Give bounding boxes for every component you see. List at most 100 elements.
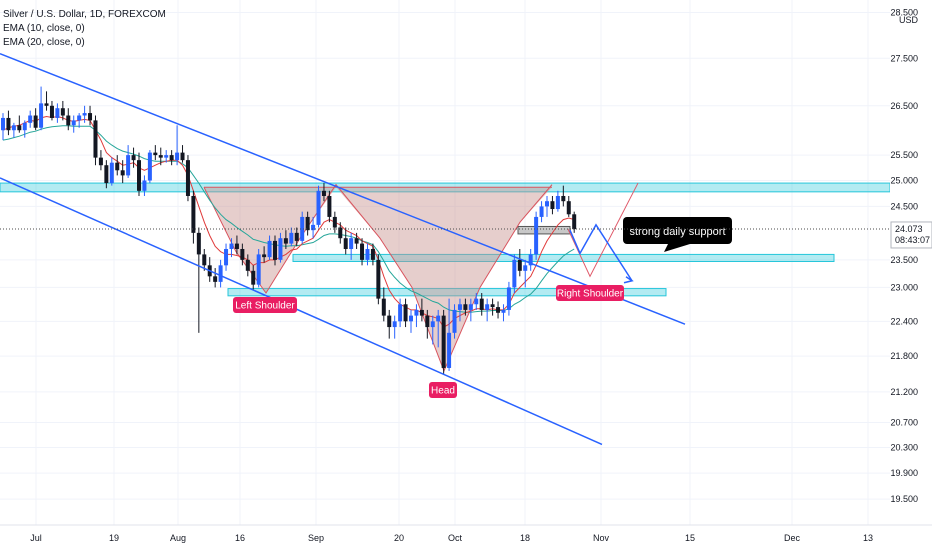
- candle: [82, 105, 87, 123]
- candle-body: [169, 155, 174, 161]
- channel-lower: [0, 177, 603, 446]
- candle: [245, 254, 250, 277]
- right-shoulder-label-text: Right Shoulder: [557, 289, 624, 300]
- right-shoulder-label: Right Shoulder: [556, 285, 624, 301]
- candle-body: [147, 152, 152, 181]
- candle: [528, 248, 533, 271]
- candle-body: [267, 240, 272, 258]
- candle: [66, 108, 71, 131]
- candle-body: [321, 190, 326, 196]
- red-projection: [567, 182, 639, 278]
- candle: [218, 259, 223, 288]
- candle: [283, 230, 288, 249]
- candle: [376, 254, 381, 305]
- candle: [452, 304, 457, 339]
- price-tick-label: 23.500: [890, 255, 918, 265]
- candle: [28, 110, 33, 128]
- time-axis: Jul 19 Aug 16 Sep 20 Oct 18 Nov 15 Dec 13: [0, 524, 932, 550]
- candle-body: [457, 304, 462, 310]
- candle-body: [294, 232, 299, 241]
- candle: [332, 211, 337, 233]
- support-zone: [292, 253, 835, 262]
- candle: [305, 211, 310, 236]
- ema10-line: [2, 115, 575, 328]
- candle: [33, 108, 38, 131]
- candle: [224, 243, 229, 271]
- candle: [545, 195, 549, 217]
- candle-body: [338, 227, 343, 239]
- candle-body: [387, 315, 392, 328]
- candle-body: [474, 298, 479, 305]
- time-tick-label: Nov: [593, 533, 610, 543]
- indicator-ema20-label: EMA (20, close, 0): [3, 37, 85, 48]
- candle: [479, 293, 484, 316]
- pattern-outline: [203, 183, 553, 373]
- breakout-box: [517, 225, 571, 235]
- time-tick-label: Aug: [170, 533, 186, 543]
- candle: [311, 216, 316, 239]
- right-shoulder-label-bg: [556, 285, 624, 301]
- candle: [354, 232, 359, 249]
- candle-body: [180, 152, 185, 161]
- candle: [240, 243, 245, 266]
- candle-body: [175, 152, 180, 161]
- ema20-line: [2, 125, 575, 313]
- candle: [147, 150, 152, 184]
- candle-body: [104, 165, 109, 184]
- candle: [289, 227, 294, 247]
- candle-body: [33, 115, 38, 128]
- time-axis-bg: [0, 525, 932, 550]
- price-axis-bg: [890, 0, 932, 550]
- candle-body: [218, 265, 223, 282]
- candle-body: [403, 304, 408, 322]
- candle-body: [349, 238, 354, 249]
- candle: [457, 298, 462, 322]
- candle: [169, 150, 174, 166]
- candle-body: [572, 214, 577, 230]
- candle: [17, 115, 22, 133]
- time-tick-label: 19: [109, 533, 119, 543]
- candle: [539, 201, 544, 223]
- candle-body: [164, 155, 169, 158]
- candle: [93, 115, 98, 166]
- price-tick-label: 22.400: [890, 316, 918, 326]
- candle-body: [256, 254, 261, 285]
- candle-body: [370, 248, 375, 260]
- time-tick-label: Sep: [308, 533, 324, 543]
- candle-body: [251, 270, 256, 285]
- candle-body: [28, 115, 33, 123]
- candle-body: [327, 195, 332, 217]
- price-tick-label: 28.500: [890, 7, 918, 17]
- candle-body: [229, 243, 234, 249]
- candle: [534, 211, 539, 260]
- candle: [104, 160, 109, 189]
- candle-body: [82, 113, 87, 116]
- candle: [349, 232, 354, 260]
- candle-body: [191, 195, 196, 233]
- time-tick-label: 15: [685, 533, 695, 543]
- price-tick-label: 20.700: [890, 418, 918, 428]
- left-shoulder-label-bg: [233, 297, 297, 313]
- candle-body: [566, 201, 571, 215]
- candle-body: [39, 103, 44, 128]
- candle: [561, 185, 566, 207]
- candle-body: [93, 120, 98, 158]
- candle: [338, 222, 343, 244]
- candle: [496, 301, 501, 319]
- candle-body: [17, 125, 22, 131]
- candle-body: [441, 315, 446, 368]
- price-tick-label: 24.500: [890, 201, 918, 211]
- candle-body: [485, 304, 490, 310]
- candle-body: [153, 152, 158, 156]
- candle: [273, 235, 277, 266]
- candle-body: [365, 248, 370, 260]
- candle-body: [158, 155, 163, 158]
- candle-body: [55, 108, 60, 118]
- candle-body: [430, 321, 435, 328]
- candle-body: [561, 195, 566, 202]
- price-tick-label: 23.000: [890, 282, 918, 292]
- candle-body: [354, 238, 359, 244]
- candle-body: [283, 238, 288, 244]
- candle: [49, 100, 54, 121]
